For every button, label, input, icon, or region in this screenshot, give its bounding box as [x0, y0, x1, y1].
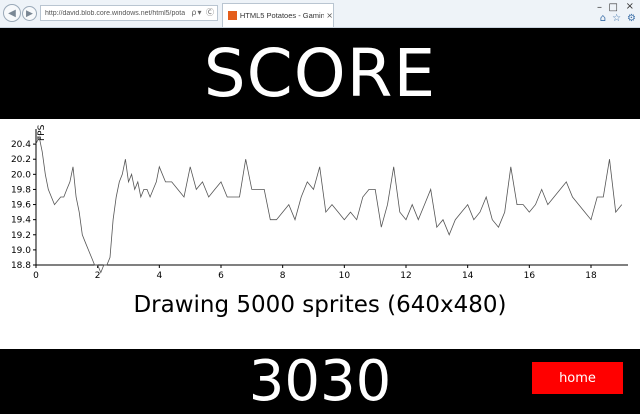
y-tick-label: 19.2 — [11, 231, 31, 241]
x-tick-label: 0 — [33, 271, 39, 281]
y-axis-label: FPS — [37, 124, 47, 141]
html5-icon — [228, 11, 237, 20]
score-value: 3030 — [248, 348, 392, 414]
x-tick-label: 2 — [95, 271, 101, 281]
address-url[interactable]: http://david.blob.core.windows.net/html5… — [45, 9, 185, 17]
home-icon[interactable]: ⌂ — [599, 13, 607, 24]
minimize-icon[interactable]: – — [597, 2, 602, 13]
search-refresh-icon[interactable]: ρ▾ Ⓒ — [191, 8, 215, 17]
y-tick-label: 19.8 — [11, 185, 31, 195]
forward-arrow-icon: ▶ — [26, 8, 33, 19]
x-tick-label: 10 — [339, 271, 351, 281]
y-tick-label: 19.0 — [11, 246, 31, 256]
browser-tab[interactable]: HTML5 Potatoes - Gaming ... × — [222, 3, 334, 27]
forward-button[interactable]: ▶ — [22, 6, 37, 21]
tab-title: HTML5 Potatoes - Gaming ... — [239, 11, 325, 20]
close-window-icon[interactable]: × — [625, 1, 634, 12]
y-tick-label: 20.2 — [11, 155, 31, 165]
close-tab-icon[interactable]: × — [326, 11, 333, 20]
y-tick-label: 18.8 — [11, 261, 31, 271]
fps-series-line — [35, 135, 623, 274]
x-tick-label: 18 — [585, 271, 597, 281]
browser-chrome: ◀ ▶ http://david.blob.core.windows.net/h… — [0, 0, 640, 28]
score-title: SCORE — [203, 34, 437, 112]
x-tick-label: 8 — [280, 271, 286, 281]
x-tick-label: 6 — [218, 271, 224, 281]
score-footer: 3030 home — [0, 349, 640, 414]
home-button[interactable]: home — [532, 362, 623, 394]
x-tick-label: 4 — [156, 271, 162, 281]
new-tab-button[interactable] — [336, 5, 350, 21]
y-tick-label: 20.4 — [11, 140, 31, 150]
x-tick-label: 12 — [400, 271, 411, 281]
maximize-icon[interactable]: □ — [608, 2, 618, 13]
x-tick-label: 14 — [462, 271, 474, 281]
fps-chart: 18.8 19.0 19.2 19.4 19.6 19.8 20.0 20.2 20.4 0 2 4 6… — [0, 119, 640, 349]
fps-chart-svg: 18.8 19.0 19.2 19.4 19.6 19.8 20.0 20.2 20.4 0 2 4 6… — [11, 124, 628, 281]
chart-caption: Drawing 5000 sprites (640x480) — [133, 292, 507, 318]
y-tick-label: 19.4 — [11, 216, 31, 226]
star-icon[interactable]: ☆ — [612, 13, 622, 24]
browser-tools: ⌂ ☆ ⚙ — [594, 13, 636, 24]
score-header: SCORE — [0, 28, 640, 119]
x-tick-label: 16 — [524, 271, 536, 281]
back-arrow-icon: ◀ — [8, 7, 16, 19]
gear-icon[interactable]: ⚙ — [627, 13, 636, 24]
back-button[interactable]: ◀ — [3, 4, 21, 22]
address-bar[interactable]: http://david.blob.core.windows.net/html5… — [40, 5, 218, 21]
y-tick-label: 20.0 — [11, 170, 31, 180]
y-tick-label: 19.6 — [11, 201, 31, 211]
